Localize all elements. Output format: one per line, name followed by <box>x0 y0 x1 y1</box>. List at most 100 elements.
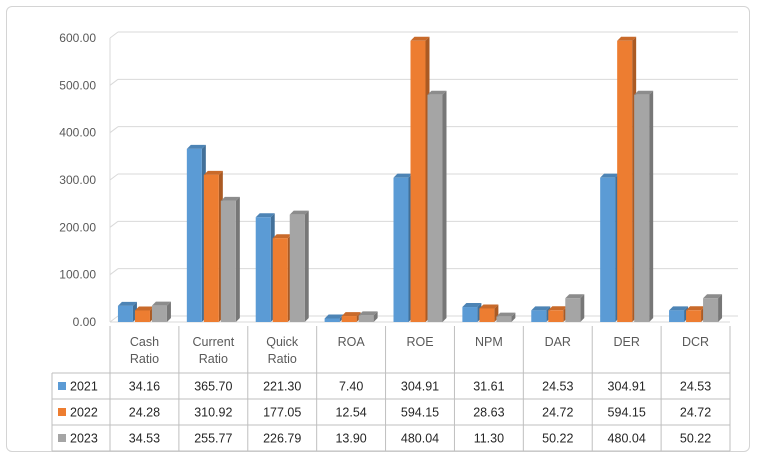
bar-top-2022 <box>134 306 154 311</box>
data-table-value: 24.72 <box>680 406 711 420</box>
bar-2022 <box>479 308 495 322</box>
data-table-value: 594.15 <box>401 406 439 420</box>
y-tick-label: 300.00 <box>59 173 96 187</box>
data-table-value: 24.53 <box>542 380 573 394</box>
data-table-value: 34.53 <box>129 432 160 446</box>
bar-top-2021 <box>255 213 275 218</box>
bar-2021 <box>531 310 547 322</box>
bar-2021 <box>600 177 616 322</box>
bar-top-2021 <box>531 306 551 311</box>
data-table-value: 12.54 <box>335 406 366 420</box>
bar-top-2023 <box>427 90 447 95</box>
bar-2023 <box>289 214 305 322</box>
category-label: NPM <box>475 335 503 349</box>
bar-2022 <box>203 174 219 322</box>
bar-2021 <box>186 148 202 322</box>
gridline-depth <box>109 315 119 323</box>
data-table-value: 24.28 <box>129 406 160 420</box>
bar-top-2021 <box>462 303 482 308</box>
bar-side-2023 <box>442 90 447 322</box>
bar-2022 <box>617 40 633 322</box>
gridline-depth <box>109 220 119 228</box>
data-table-value: 304.91 <box>401 380 439 394</box>
legend-key-2022 <box>58 408 66 416</box>
data-table-value: 255.77 <box>194 432 232 446</box>
y-tick-label: 500.00 <box>59 78 96 92</box>
category-label: DER <box>613 335 639 349</box>
category-label: ROE <box>406 335 433 349</box>
bar-2021 <box>324 318 340 322</box>
data-table-value: 24.53 <box>680 380 711 394</box>
category-label: Current <box>192 335 234 349</box>
bar-2021 <box>669 310 685 322</box>
data-table-value: 31.61 <box>473 380 504 394</box>
data-table-value: 50.22 <box>542 432 573 446</box>
gridline-depth <box>109 268 119 276</box>
bar-2023 <box>427 94 443 322</box>
bar-top-2021 <box>669 306 689 311</box>
gridline-depth <box>109 31 119 39</box>
bar-top-2023 <box>289 210 309 215</box>
bar-2023 <box>703 298 719 322</box>
bar-top-2022 <box>410 36 430 41</box>
category-label: ROA <box>338 335 366 349</box>
legend-key-2021 <box>58 382 66 390</box>
data-table-value: 11.30 <box>474 432 504 446</box>
bar-2021 <box>117 305 133 322</box>
legend-label: 2021 <box>70 380 98 394</box>
bar-2023 <box>496 316 512 322</box>
legend-label: 2022 <box>70 406 98 420</box>
data-table-value: 13.90 <box>335 432 366 446</box>
bar-2021 <box>393 177 409 322</box>
data-table-value: 34.16 <box>129 380 160 394</box>
data-table-value: 480.04 <box>608 432 646 446</box>
data-table-value: 50.22 <box>680 432 711 446</box>
y-tick-label: 100.00 <box>59 268 96 282</box>
bar-side-2023 <box>166 301 171 322</box>
bar-side-2023 <box>235 196 240 322</box>
bar-top-2022 <box>203 170 223 175</box>
bar-2022 <box>410 40 426 322</box>
data-table-value: 304.91 <box>608 380 646 394</box>
bar-top-2021 <box>117 301 137 306</box>
category-label: DAR <box>545 335 571 349</box>
bar-2023 <box>220 200 236 322</box>
y-tick-label: 400.00 <box>59 126 96 140</box>
bar-top-2023 <box>358 311 378 316</box>
category-label: DCR <box>682 335 709 349</box>
bar-2022 <box>134 310 150 322</box>
bar-top-2021 <box>324 314 344 319</box>
bar-2021 <box>255 217 271 322</box>
bar-2022 <box>548 310 564 322</box>
category-label: Ratio <box>130 352 159 366</box>
bar-top-2023 <box>703 294 723 299</box>
data-table-value: 365.70 <box>194 380 232 394</box>
legend-key-2023 <box>58 434 66 442</box>
bar-top-2021 <box>600 173 620 178</box>
bar-side-2023 <box>373 311 378 322</box>
data-table-value: 7.40 <box>339 380 363 394</box>
bar-side-2023 <box>511 312 516 322</box>
legend-label: 2023 <box>70 432 98 446</box>
data-table-value: 310.92 <box>194 406 232 420</box>
bar-2023 <box>565 298 581 322</box>
bar-top-2022 <box>686 306 706 311</box>
bar-side-2023 <box>649 90 654 322</box>
data-table-value: 594.15 <box>608 406 646 420</box>
category-label: Ratio <box>268 352 297 366</box>
bar-2022 <box>341 316 357 322</box>
bar-top-2021 <box>393 173 413 178</box>
bar-side-2023 <box>580 294 585 322</box>
gridline-depth <box>109 78 119 86</box>
bar-top-2023 <box>151 301 171 306</box>
data-table-value: 28.63 <box>473 406 504 420</box>
bar-top-2022 <box>548 306 568 311</box>
bar-top-2023 <box>220 196 240 201</box>
bar-top-2022 <box>272 234 292 239</box>
data-table-value: 221.30 <box>263 380 301 394</box>
category-label: Quick <box>266 335 299 349</box>
y-tick-label: 200.00 <box>59 220 96 234</box>
data-table-value: 480.04 <box>401 432 439 446</box>
bar-side-2023 <box>718 294 723 322</box>
